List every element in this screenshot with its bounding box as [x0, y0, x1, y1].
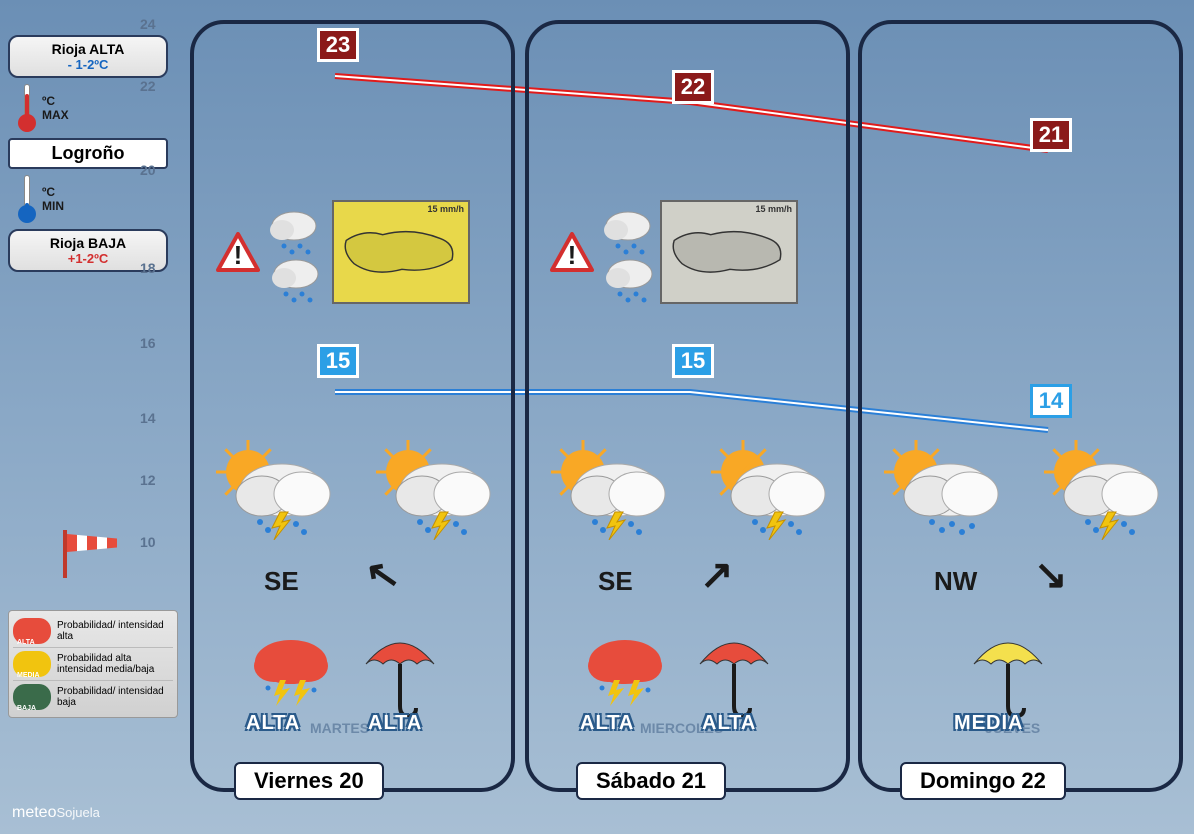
forecast-icon — [705, 440, 835, 540]
storm-intensity-icon — [246, 636, 336, 706]
forecast-icon — [210, 440, 340, 540]
forecast-icon — [545, 440, 675, 540]
day-panel — [525, 20, 850, 792]
rioja-alta-deviation: - 1-2ºC — [18, 57, 158, 72]
alert-map: 15 mm/h — [660, 200, 798, 304]
rioja-baja-title: Rioja BAJA — [18, 235, 158, 251]
small-cloud-icon — [266, 256, 326, 317]
intensity-label: ALTA — [702, 712, 756, 735]
day-label: Domingo 22 — [900, 762, 1066, 800]
wind-arrow-icon: ↗ — [700, 552, 734, 598]
scale-mark: 14 — [140, 410, 156, 426]
thermometer-icon — [18, 175, 36, 223]
weather-icon — [545, 440, 675, 540]
thermo-min: ºCMIN — [18, 175, 168, 223]
umbrella-icon — [968, 628, 1048, 718]
day-panel — [190, 20, 515, 792]
scale-mark: 10 — [140, 534, 156, 550]
probability-legend: ALTAProbabilidad/ intensidad altaMEDIAPr… — [8, 610, 178, 718]
scale-mark: 20 — [140, 162, 156, 178]
day-label: Viernes 20 — [234, 762, 384, 800]
warning-icon: ! — [550, 232, 594, 272]
storm-cloud-icon — [580, 636, 670, 706]
thermometer-icon — [18, 84, 36, 132]
day-label: Sábado 21 — [576, 762, 726, 800]
intensity-label: ALTA — [246, 712, 300, 735]
weather-icon — [878, 440, 1008, 540]
intensity-label: ALTA — [580, 712, 634, 735]
windsock-icon — [55, 530, 125, 580]
rain-intensity-icon — [968, 628, 1048, 718]
wind-direction: SE — [264, 566, 299, 597]
wind-arrow-icon: ↘ — [1034, 552, 1068, 598]
forecast-icon — [1038, 440, 1168, 540]
svg-text:!: ! — [568, 240, 577, 270]
weather-icon — [210, 440, 340, 540]
rioja-alta-title: Rioja ALTA — [18, 41, 158, 57]
weather-icon — [1038, 440, 1168, 540]
wind-direction: NW — [934, 566, 977, 597]
svg-text:!: ! — [234, 240, 243, 270]
intensity-label: MEDIA — [954, 712, 1023, 735]
rioja-baja-deviation: +1-2ºC — [18, 251, 158, 266]
weather-icon — [370, 440, 500, 540]
legend-row: ALTAProbabilidad/ intensidad alta — [13, 615, 173, 648]
rain-intensity-icon — [360, 628, 440, 718]
umbrella-icon — [360, 628, 440, 718]
rioja-alta-box: Rioja ALTA - 1-2ºC — [8, 35, 168, 78]
forecast-icon — [878, 440, 1008, 540]
min-label: ºCMIN — [42, 185, 64, 213]
branding: meteoSojuela — [12, 804, 100, 822]
legend-row: MEDIAProbabilidad alta intensidad media/… — [13, 648, 173, 681]
scale-mark: 12 — [140, 472, 156, 488]
storm-cloud-icon — [246, 636, 336, 706]
sidebar: Rioja ALTA - 1-2ºC ºCMAX Logroño ºCMIN R… — [8, 35, 168, 276]
scale-mark: 22 — [140, 78, 156, 94]
umbrella-icon — [694, 628, 774, 718]
warning-icon: ! — [216, 232, 260, 272]
forecast-icon — [370, 440, 500, 540]
scale-mark: 24 — [140, 16, 156, 32]
scale-mark: 18 — [140, 260, 156, 276]
intensity-label: ALTA — [368, 712, 422, 735]
wind-direction: SE — [598, 566, 633, 597]
max-label: ºCMAX — [42, 94, 69, 122]
weather-icon — [705, 440, 835, 540]
alert-map: 15 mm/h — [332, 200, 470, 304]
rain-intensity-icon — [694, 628, 774, 718]
legend-row: BAJAProbabilidad/ intensidad baja — [13, 681, 173, 713]
storm-intensity-icon — [580, 636, 670, 706]
small-cloud-icon — [600, 256, 660, 317]
scale-mark: 16 — [140, 335, 156, 351]
